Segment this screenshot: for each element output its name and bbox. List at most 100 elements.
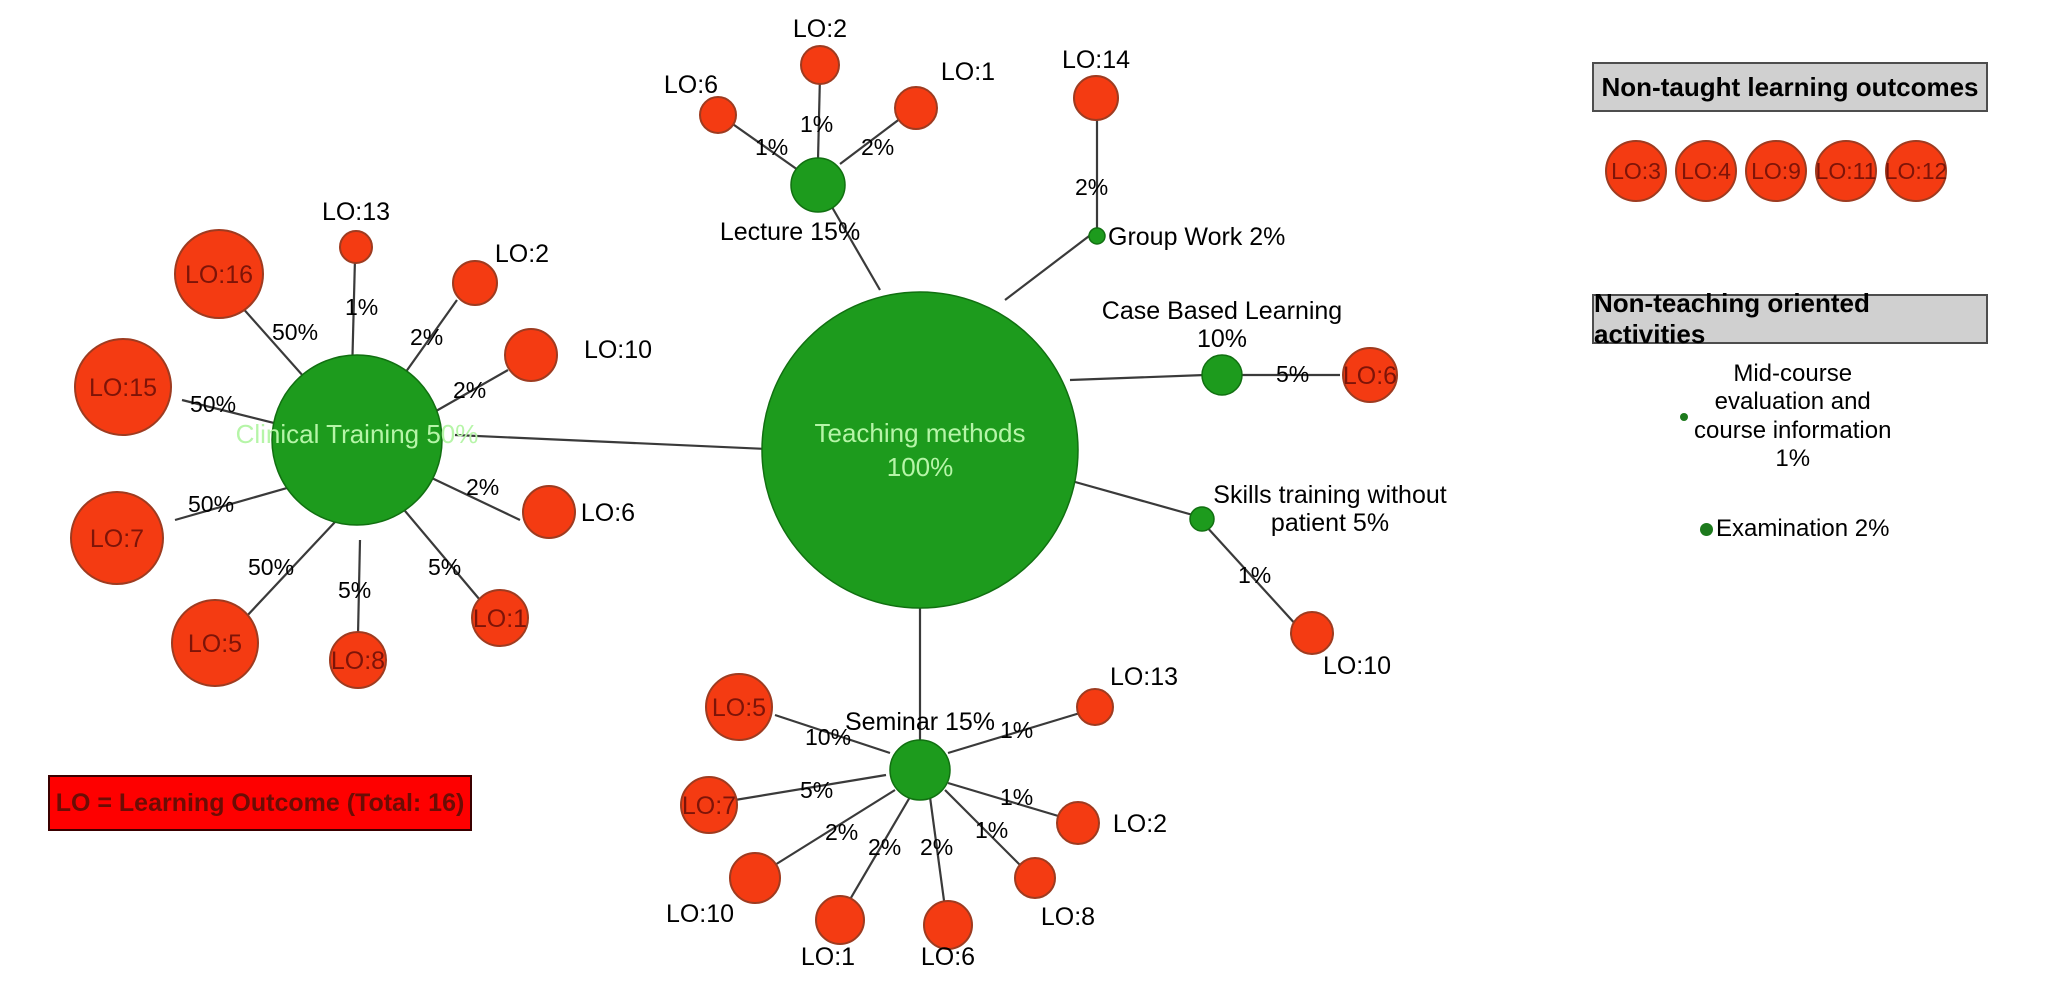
node-skills-training[interactable]	[1189, 506, 1215, 532]
legend-lo-circle[interactable]: LO:3	[1605, 140, 1667, 202]
edge-pct-label: 50%	[272, 319, 318, 345]
lo-label: LO:8	[331, 647, 385, 675]
lo-label: LO:5	[712, 694, 766, 722]
node-lo[interactable]	[522, 485, 576, 539]
edge-clinical-lo5	[244, 521, 336, 619]
node-case-based-learning[interactable]	[1201, 354, 1243, 396]
node-seminar[interactable]	[889, 739, 951, 801]
node-lo[interactable]	[894, 86, 938, 130]
node-lo[interactable]	[699, 96, 737, 134]
edge-root-groupwork	[1004, 229, 1098, 301]
lo-label: LO:6	[921, 943, 975, 971]
node-lecture[interactable]	[790, 157, 846, 213]
legend-non-taught-title: Non-taught learning outcomes	[1592, 62, 1988, 112]
lo-label: LO:10	[666, 900, 734, 928]
lo-label: LO:2	[1113, 810, 1167, 838]
edge-pct-label: 2%	[1075, 174, 1108, 200]
node-lo[interactable]	[923, 900, 973, 950]
edge-seminar-lo6	[928, 796, 947, 909]
legend-lo-circle[interactable]: LO:4	[1675, 140, 1737, 202]
edge-pct-label: 5%	[1276, 361, 1309, 387]
node-lo[interactable]: LO:1	[471, 589, 529, 647]
node-lo[interactable]	[1290, 611, 1334, 655]
edge-pct-label: 2%	[920, 834, 953, 860]
node-lo[interactable]	[504, 328, 558, 382]
edge-root-clinical	[454, 433, 791, 452]
lo-label: LO:1	[941, 58, 995, 86]
clinical-training-label: Clinical Training 50%	[236, 419, 479, 449]
skills-label-line2: patient 5%	[1271, 509, 1389, 537]
lo-label: LO:6	[664, 71, 718, 99]
lo-label: LO:5	[188, 630, 242, 658]
lo-label: LO:6	[581, 499, 635, 527]
edge-pct-label: 50%	[248, 554, 294, 580]
edge-root-lecture	[824, 194, 881, 291]
green-dot-icon	[1700, 522, 1713, 536]
node-lo[interactable]	[339, 230, 373, 264]
edge-seminar-lo13	[947, 711, 1081, 755]
node-lo[interactable]: LO:16	[174, 229, 264, 319]
node-lo[interactable]: LO:15	[74, 338, 172, 436]
node-clinical-training[interactable]: Clinical Training 50%	[236, 354, 479, 526]
legend-item-line: course information	[1694, 416, 1892, 444]
node-group-work[interactable]	[1088, 227, 1106, 245]
lo-label: LO:1	[801, 943, 855, 971]
legend-non-teaching-title: Non-teaching oriented activities	[1592, 288, 1988, 349]
node-lo[interactable]	[452, 260, 498, 306]
node-lo[interactable]: LO:8	[329, 631, 387, 689]
lo-label: LO:2	[793, 15, 847, 43]
edge-pct-label: 2%	[410, 324, 443, 350]
node-lo[interactable]: LO:6	[1342, 347, 1398, 403]
edge-clinical-lo8	[356, 539, 362, 636]
edge-pct-label: 5%	[800, 777, 833, 803]
node-lo[interactable]	[1056, 801, 1100, 845]
lo-label: LO:10	[1323, 652, 1391, 680]
teaching-methods-label-line1: Teaching methods	[814, 418, 1025, 448]
lo-label: LO:13	[322, 198, 390, 226]
node-teaching-methods[interactable]: Teaching methods 100%	[761, 291, 1079, 609]
lo-label: LO:7	[682, 792, 736, 820]
seminar-label: Seminar 15%	[845, 708, 995, 736]
edge-pct-label: 50%	[190, 391, 236, 417]
node-lo[interactable]: LO:5	[171, 599, 259, 687]
edge-pct-label: 2%	[825, 819, 858, 845]
lecture-label: Lecture 15%	[720, 218, 860, 246]
lo-label: LO:8	[1041, 903, 1095, 931]
lo-label: LO:10	[584, 336, 652, 364]
edge-pct-label: 1%	[755, 134, 788, 160]
cbl-label-line2: 10%	[1197, 325, 1247, 353]
legend-non-teaching-item: Mid-course evaluation and course informa…	[1680, 360, 1891, 473]
node-lo[interactable]: LO:5	[705, 673, 773, 741]
node-lo[interactable]	[800, 45, 840, 85]
node-lo[interactable]	[1073, 75, 1119, 121]
legend-lo-circle[interactable]: LO:12	[1885, 140, 1947, 202]
node-lo[interactable]	[1076, 688, 1114, 726]
legend-non-teaching-item: Examination 2%	[1700, 515, 1889, 543]
node-lo[interactable]	[815, 895, 865, 945]
node-lo[interactable]: LO:7	[70, 491, 164, 585]
lo-label: LO:15	[89, 374, 157, 402]
node-lo[interactable]: LO:7	[680, 776, 738, 834]
cbl-label-line1: Case Based Learning	[1102, 297, 1342, 325]
legend-item-line: 1%	[1775, 444, 1811, 472]
edge-lecture-lo6	[726, 119, 799, 171]
legend-item-text: Mid-course evaluation and course informa…	[1694, 360, 1891, 473]
edge-lecture-lo1	[839, 114, 906, 165]
lo-key-box: LO = Learning Outcome (Total: 16)	[48, 775, 472, 831]
edge-root-cbl	[1069, 373, 1206, 382]
legend-lo-circle[interactable]: LO:11	[1815, 140, 1877, 202]
edge-seminar-lo2	[947, 781, 1066, 820]
node-lo[interactable]	[1014, 857, 1056, 899]
node-lo[interactable]	[729, 852, 781, 904]
lo-label: LO:1	[473, 605, 527, 633]
edge-pct-label: 10%	[805, 724, 851, 750]
edge-pct-label: 2%	[861, 134, 894, 160]
legend-item-line: Examination 2%	[1716, 515, 1890, 542]
edge-seminar-lo7	[734, 773, 887, 802]
edge-pct-label: 1%	[1000, 717, 1033, 743]
edge-skills-lo10	[1204, 524, 1299, 628]
legend-lo-circle[interactable]: LO:9	[1745, 140, 1807, 202]
lo-label: LO:2	[495, 240, 549, 268]
edge-seminar-lo8	[944, 789, 1031, 876]
